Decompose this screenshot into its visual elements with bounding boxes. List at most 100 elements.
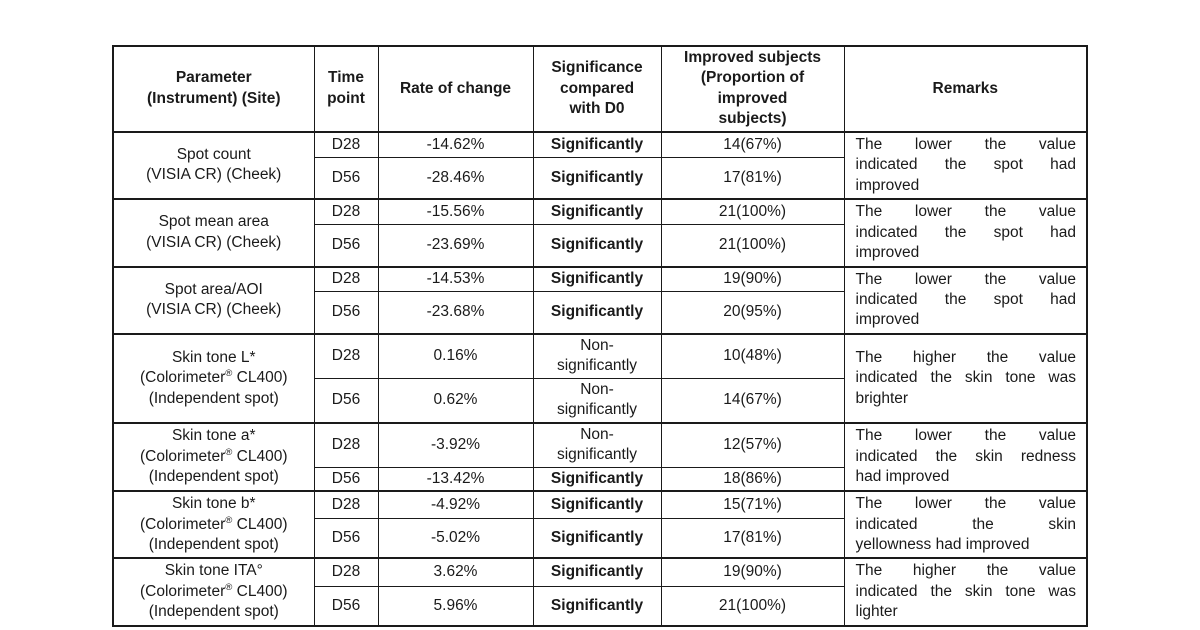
time-point-cell: D28 xyxy=(313,198,379,226)
improved-subjects-cell: 14(67%) xyxy=(660,377,845,424)
remarks-line: The lower the value xyxy=(855,495,1077,513)
rate-of-change-cell: -13.42% xyxy=(377,466,534,492)
improved-subjects-cell: 17(81%) xyxy=(660,157,845,200)
rate-of-change-cell: -3.92% xyxy=(377,421,534,468)
significance-cell: Significantly xyxy=(532,224,662,268)
remarks-line: indicated the skin redness xyxy=(855,447,1077,465)
remarks-line: brighter xyxy=(855,389,909,407)
improved-subjects-cell: 19(90%) xyxy=(660,265,845,293)
rate-of-change-cell: -5.02% xyxy=(377,517,534,559)
remarks-cell: The lower the value indicated the spot h… xyxy=(843,130,1088,200)
time-point-cell: D28 xyxy=(313,490,379,519)
parameter-cell: Spot mean area (VISIA CR) (Cheek) xyxy=(112,198,315,268)
significance-cell: Significantly xyxy=(532,490,662,519)
remarks-line: indicated the skin xyxy=(855,515,1077,533)
rate-of-change-cell: -14.62% xyxy=(377,130,534,159)
remarks-line: indicated the spot had xyxy=(855,156,1077,174)
remarks-line: lighter xyxy=(855,603,898,621)
remarks-line: indicated the skin tone was xyxy=(855,369,1077,387)
results-table: Parameter (Instrument) (Site) Time point… xyxy=(112,45,1088,627)
table-row: Skin tone ITA° (Colorimeter® CL400) (Ind… xyxy=(112,557,1088,627)
improved-subjects-cell: 19(90%) xyxy=(660,557,845,587)
parameter-cell: Skin tone L* (Colorimeter® CL400) (Indep… xyxy=(112,332,315,424)
time-point-cell: D28 xyxy=(313,332,379,379)
table-row: Spot mean area (VISIA CR) (Cheek) D28 -1… xyxy=(112,198,1088,268)
rate-of-change-cell: 0.16% xyxy=(377,332,534,379)
parameter-cell: Skin tone b* (Colorimeter® CL400) (Indep… xyxy=(112,490,315,559)
rate-of-change-cell: 3.62% xyxy=(377,557,534,587)
rate-of-change-cell: -4.92% xyxy=(377,490,534,519)
parameter-cell: Spot count (VISIA CR) (Cheek) xyxy=(112,130,315,200)
remarks-line: The higher the value xyxy=(855,562,1077,580)
table-row: Skin tone b* (Colorimeter® CL400) (Indep… xyxy=(112,490,1088,559)
rate-of-change-cell: 0.62% xyxy=(377,377,534,424)
rate-of-change-cell: -15.56% xyxy=(377,198,534,226)
col-header-rate-of-change: Rate of change xyxy=(377,45,534,133)
remarks-line: The lower the value xyxy=(855,203,1077,221)
table-row: D56 -28.46% Significantly 17(81%) xyxy=(113,157,1087,200)
remarks-line: The lower the value xyxy=(855,427,1077,445)
significance-cell: Non- significantly xyxy=(532,421,662,468)
remarks-cell: The lower the value indicated the skin y… xyxy=(843,490,1088,559)
improved-subjects-cell: 20(95%) xyxy=(660,291,845,335)
table-row: D56 5.96% Significantly 21(100%) xyxy=(113,585,1087,627)
improved-subjects-cell: 14(67%) xyxy=(660,130,845,159)
remarks-cell: The higher the value indicated the skin … xyxy=(843,557,1088,627)
significance-cell: Significantly xyxy=(532,265,662,293)
col-header-remarks: Remarks xyxy=(843,45,1088,133)
table-row: D56 -23.68% Significantly 20(95%) xyxy=(113,291,1087,335)
rate-of-change-cell: -23.68% xyxy=(377,291,534,335)
improved-subjects-cell: 21(100%) xyxy=(660,585,845,627)
col-header-significance: Significance compared with D0 xyxy=(532,45,662,133)
significance-cell: Significantly xyxy=(532,557,662,587)
table-row: Skin tone L* (Colorimeter® CL400) (Indep… xyxy=(112,332,1088,424)
remarks-line: The lower the value xyxy=(855,270,1077,288)
remarks-line: indicated the spot had xyxy=(855,290,1077,308)
col-header-time-point: Time point xyxy=(313,45,379,133)
improved-subjects-cell: 10(48%) xyxy=(660,332,845,379)
table-row: D56 0.62% Non- significantly 14(67%) xyxy=(113,377,1087,424)
rate-of-change-cell: -28.46% xyxy=(377,157,534,200)
table-row: D56 -5.02% Significantly 17(81%) xyxy=(113,517,1087,559)
table-row: Spot count (VISIA CR) (Cheek) D28 -14.62… xyxy=(112,130,1088,200)
remarks-line: improved xyxy=(855,311,920,329)
significance-cell: Non- significantly xyxy=(532,332,662,379)
remarks-line: improved xyxy=(855,244,920,262)
improved-subjects-cell: 18(86%) xyxy=(660,466,845,492)
time-point-cell: D56 xyxy=(313,224,379,268)
significance-cell: Significantly xyxy=(532,585,662,627)
remarks-cell: The lower the value indicated the skin r… xyxy=(843,421,1088,492)
remarks-line: indicated the spot had xyxy=(855,223,1077,241)
significance-cell: Non- significantly xyxy=(532,377,662,424)
time-point-cell: D28 xyxy=(313,265,379,293)
remarks-line: yellowness had improved xyxy=(855,535,1030,553)
rate-of-change-cell: -14.53% xyxy=(377,265,534,293)
time-point-cell: D28 xyxy=(313,557,379,587)
parameter-cell: Skin tone ITA° (Colorimeter® CL400) (Ind… xyxy=(112,557,315,627)
remarks-line: improved xyxy=(855,176,920,194)
improved-subjects-cell: 21(100%) xyxy=(660,198,845,226)
remarks-cell: The higher the value indicated the skin … xyxy=(843,332,1088,424)
remarks-line: had improved xyxy=(855,468,950,486)
time-point-cell: D56 xyxy=(313,157,379,200)
parameter-cell: Skin tone a* (Colorimeter® CL400) (Indep… xyxy=(112,421,315,492)
table-row: Skin tone a* (Colorimeter® CL400) (Indep… xyxy=(112,421,1088,492)
improved-subjects-cell: 21(100%) xyxy=(660,224,845,268)
time-point-cell: D56 xyxy=(313,585,379,627)
remarks-line: indicated the skin tone was xyxy=(855,582,1077,600)
time-point-cell: D56 xyxy=(313,291,379,335)
col-header-parameter: Parameter (Instrument) (Site) xyxy=(112,45,315,133)
col-header-improved-subjects: Improved subjects (Proportion of improve… xyxy=(660,45,845,133)
table-row: D56 -23.69% Significantly 21(100%) xyxy=(113,224,1087,268)
time-point-cell: D56 xyxy=(313,517,379,559)
remarks-line: The lower the value xyxy=(855,135,1077,153)
remarks-cell: The lower the value indicated the spot h… xyxy=(843,265,1088,335)
improved-subjects-cell: 17(81%) xyxy=(660,517,845,559)
table-row: Spot area/AOI (VISIA CR) (Cheek) D28 -14… xyxy=(112,265,1088,335)
time-point-cell: D56 xyxy=(313,377,379,424)
header-row: Parameter (Instrument) (Site) Time point… xyxy=(112,45,1088,133)
remarks-line: The higher the value xyxy=(855,348,1077,366)
parameter-cell: Spot area/AOI (VISIA CR) (Cheek) xyxy=(112,265,315,335)
significance-cell: Significantly xyxy=(532,198,662,226)
